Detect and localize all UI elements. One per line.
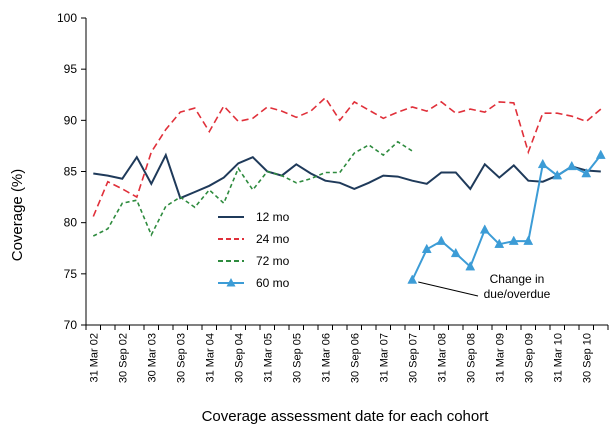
legend-item: 24 mo — [218, 232, 290, 246]
data-point-marker — [407, 274, 418, 284]
data-point-marker — [450, 247, 461, 258]
legend-label: 24 mo — [256, 232, 290, 246]
y-tick-label: 75 — [64, 267, 78, 281]
series-line — [93, 152, 601, 200]
legend-item: 72 mo — [218, 254, 290, 268]
data-point-marker — [581, 168, 592, 178]
data-point-marker — [479, 224, 490, 234]
series-layer — [92, 96, 606, 284]
x-tick-label: 30 Sep 06 — [349, 333, 361, 383]
y-tick-label: 85 — [64, 165, 78, 179]
series-24-mo — [92, 96, 602, 217]
legend-marker — [226, 278, 236, 287]
data-point-marker — [508, 235, 519, 245]
annotation-arrow — [418, 281, 479, 297]
y-ticks: 70 75 80 85 90 95 100 — [57, 11, 86, 332]
x-tick-label: 30 Sep 05 — [291, 333, 303, 383]
x-ticks: 31 Mar 02 30 Sep 02 30 Mar 03 30 Sep 03 31 M… — [85, 325, 609, 383]
x-tick-label: 31 Mar 05 — [262, 333, 274, 383]
data-point-marker — [566, 160, 577, 171]
series-72-mo — [92, 140, 413, 237]
series-line — [92, 140, 413, 237]
legend-label: 72 mo — [256, 254, 290, 268]
x-tick-label: 30 Sep 04 — [233, 333, 245, 383]
x-tick-label: 31 Mar 06 — [320, 333, 332, 383]
data-point-marker — [421, 243, 432, 254]
x-tick-label: 31 Mar 07 — [378, 333, 390, 383]
data-point-marker — [436, 235, 447, 245]
x-tick-label: 30 Mar 03 — [146, 333, 158, 383]
y-tick-label: 100 — [57, 11, 77, 25]
annotation-text: Change in — [490, 272, 545, 286]
x-tick-label: 30 Sep 03 — [175, 333, 187, 383]
y-tick-label: 80 — [64, 216, 78, 230]
x-tick-label: 30 Sep 09 — [523, 333, 535, 383]
x-tick-label: 31 Mar 09 — [494, 333, 506, 383]
x-axis-title: Coverage assessment date for each cohort — [202, 408, 490, 425]
data-point-marker — [523, 235, 534, 245]
legend-label: 60 mo — [256, 276, 290, 290]
legend-label: 12 mo — [256, 210, 290, 224]
x-tick-label: 31 Mar 02 — [88, 333, 100, 383]
legend-item: 12 mo — [218, 210, 290, 224]
series-line — [92, 96, 602, 217]
x-tick-label: 31 Mar 10 — [552, 333, 564, 383]
x-tick-label: 31 Mar 04 — [204, 333, 216, 383]
series-60-mo — [407, 149, 606, 284]
data-point-marker — [494, 238, 505, 248]
data-point-marker — [537, 158, 548, 169]
x-tick-label: 30 Sep 10 — [581, 333, 593, 383]
y-tick-label: 95 — [64, 62, 78, 76]
data-point-marker — [595, 149, 606, 159]
y-tick-label: 90 — [64, 113, 78, 127]
legend: 12 mo 24 mo 72 mo 60 mo — [218, 210, 290, 290]
x-tick-label: 30 Sep 02 — [117, 333, 129, 383]
x-tick-label: 30 Sep 08 — [465, 333, 477, 383]
series-12-mo — [93, 152, 601, 200]
legend-item: 60 mo — [218, 276, 290, 290]
y-tick-label: 70 — [64, 318, 78, 332]
data-point-marker — [552, 170, 563, 180]
x-tick-label: 31 Mar 08 — [436, 333, 448, 383]
annotation-text: due/overdue — [484, 287, 551, 301]
data-point-marker — [465, 261, 476, 271]
x-tick-label: 30 Sep 07 — [407, 333, 419, 383]
y-axis-title: Coverage (%) — [9, 169, 26, 262]
